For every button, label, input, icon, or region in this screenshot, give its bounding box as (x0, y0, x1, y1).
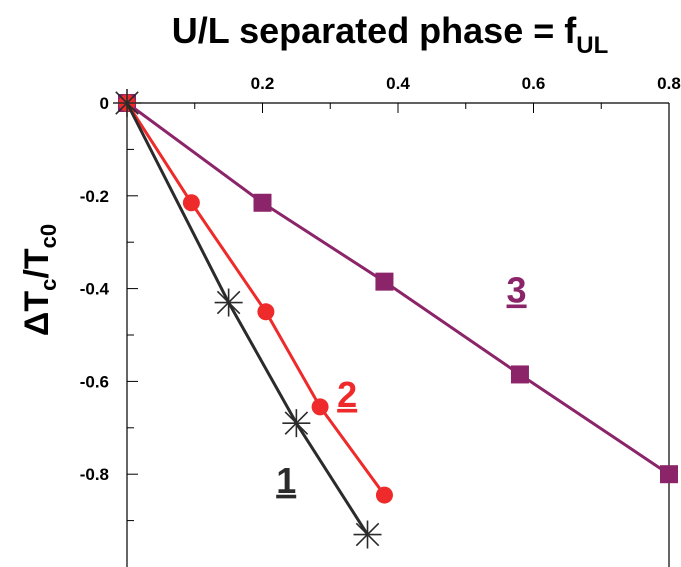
series-1-line (125, 102, 369, 536)
series-3-label: 3 (507, 270, 527, 311)
axes: 0.2 0.4 0.6 0.8 0 -0.2 -0.4 -0.6 -0.8 (80, 74, 681, 567)
series-1-point (282, 409, 311, 438)
series-1 (113, 89, 382, 549)
x-tick-label: 0.6 (522, 74, 546, 93)
series-2 (118, 94, 393, 504)
series-2-label: 2 (337, 374, 357, 415)
series-3-point (510, 365, 529, 384)
series-labels: 3 2 1 (276, 270, 526, 501)
y-tick-label: -0.8 (80, 465, 109, 484)
series-1-point (113, 89, 141, 117)
series-2-point (375, 486, 393, 504)
series-2-point (182, 194, 200, 212)
chart-title: U/L separated phase = fUL (172, 10, 609, 59)
series-2-point (257, 303, 275, 321)
y-tick-label: -0.6 (80, 372, 109, 391)
series-3 (118, 94, 678, 484)
series-3-point (660, 465, 678, 484)
series-1-point (214, 288, 243, 317)
series-3-point (253, 193, 272, 212)
y-tick-label: -0.4 (80, 280, 110, 299)
series-layer (113, 89, 678, 549)
series-1-point (353, 520, 382, 549)
series-2-line (125, 102, 386, 496)
series-2-point (311, 398, 329, 416)
series-3-point (375, 272, 394, 291)
x-tick-label: 0.4 (386, 74, 410, 93)
x-tick-label: 0.8 (657, 74, 681, 93)
y-tick-label: -0.2 (80, 187, 109, 206)
series-1-label: 1 (276, 460, 296, 501)
y-axis-label: ΔTc/Tc0 (18, 224, 61, 336)
x-tick-label: 0.2 (251, 74, 275, 93)
y-tick-label: 0 (100, 94, 109, 113)
series-3-line (126, 101, 670, 476)
